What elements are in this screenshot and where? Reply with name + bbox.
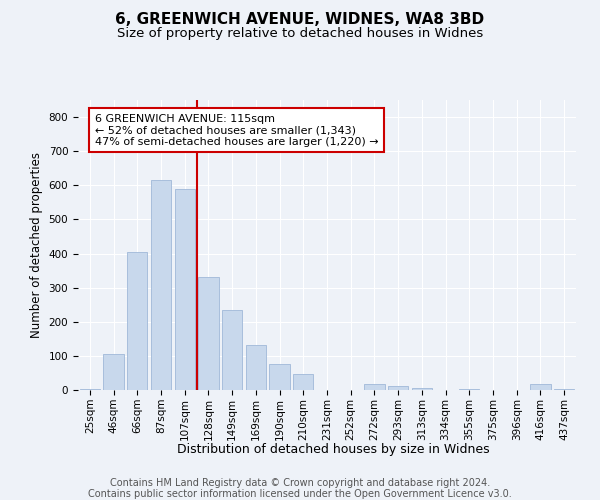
Bar <box>151 180 171 390</box>
Text: Distribution of detached houses by size in Widnes: Distribution of detached houses by size … <box>176 442 490 456</box>
Bar <box>175 188 195 390</box>
Text: Contains HM Land Registry data © Crown copyright and database right 2024.: Contains HM Land Registry data © Crown c… <box>110 478 490 488</box>
Bar <box>269 364 290 390</box>
Text: 6 GREENWICH AVENUE: 115sqm
← 52% of detached houses are smaller (1,343)
47% of s: 6 GREENWICH AVENUE: 115sqm ← 52% of deta… <box>95 114 378 147</box>
Text: Contains public sector information licensed under the Open Government Licence v3: Contains public sector information licen… <box>88 489 512 499</box>
Y-axis label: Number of detached properties: Number of detached properties <box>30 152 43 338</box>
Bar <box>554 389 574 390</box>
Bar <box>222 310 242 390</box>
Bar <box>103 354 124 390</box>
Bar <box>388 386 408 390</box>
Bar <box>199 278 218 390</box>
Bar <box>127 252 148 390</box>
Bar <box>364 384 385 390</box>
Bar <box>246 344 266 390</box>
Bar <box>293 374 313 390</box>
Bar <box>530 384 551 390</box>
Bar <box>412 388 432 390</box>
Text: Size of property relative to detached houses in Widnes: Size of property relative to detached ho… <box>117 28 483 40</box>
Text: 6, GREENWICH AVENUE, WIDNES, WA8 3BD: 6, GREENWICH AVENUE, WIDNES, WA8 3BD <box>115 12 485 28</box>
Bar <box>459 389 479 390</box>
